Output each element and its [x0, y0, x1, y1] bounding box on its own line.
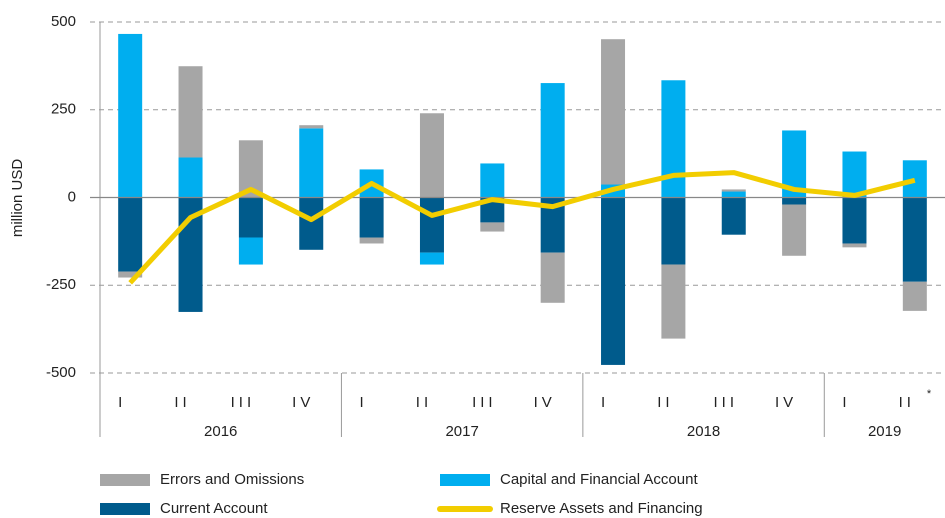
bar-segment	[178, 157, 203, 198]
x-tick-label: I	[601, 394, 609, 411]
bar-segment	[118, 271, 143, 278]
bar-segment	[540, 83, 565, 198]
legend-swatch	[440, 474, 490, 486]
bar-segment	[359, 197, 384, 238]
x-tick-label: IV	[534, 394, 556, 411]
x-tick-label: I	[360, 394, 368, 411]
legend-label: Capital and Financial Account	[500, 471, 698, 488]
x-tick-label: II	[899, 394, 915, 411]
year-label: 2016	[204, 423, 237, 440]
annotation: *	[927, 388, 932, 400]
bar-segment	[178, 66, 203, 158]
x-tick-label: III	[231, 394, 256, 411]
bar-segment	[902, 281, 927, 311]
bar-segment	[661, 197, 686, 265]
x-tick-label: IV	[292, 394, 314, 411]
bar-segment	[419, 113, 444, 198]
x-tick-label: I	[118, 394, 126, 411]
bar-segment	[902, 160, 927, 198]
bar-segment	[842, 151, 867, 198]
y-tick-label: 250	[51, 101, 76, 118]
legend-label: Reserve Assets and Financing	[500, 500, 703, 517]
bar-segment	[782, 197, 807, 205]
y-tick-label: 0	[68, 188, 76, 205]
x-tick-label: II	[416, 394, 432, 411]
bar-segment	[299, 128, 324, 198]
bar-segment	[540, 252, 565, 303]
bar-segment	[419, 197, 444, 253]
year-label: 2018	[687, 423, 720, 440]
legend-label: Current Account	[160, 500, 268, 517]
bar-segment	[661, 80, 686, 198]
bar-segment	[661, 264, 686, 339]
y-tick-label: 500	[51, 13, 76, 30]
bar-segment	[480, 222, 505, 232]
bar-segment	[480, 163, 505, 198]
bar-segment	[721, 197, 746, 235]
bar-segment	[238, 237, 263, 265]
bar-segment	[601, 197, 626, 365]
line-series	[128, 170, 916, 285]
x-tick-label: IV	[775, 394, 797, 411]
x-tick-label: III	[713, 394, 738, 411]
y-tick-label: -500	[46, 364, 76, 381]
y-tick-label: -250	[46, 276, 76, 293]
x-tick-label: III	[472, 394, 497, 411]
bar-segment	[359, 237, 384, 244]
bar-segment	[782, 204, 807, 256]
bar-segment	[721, 191, 746, 198]
x-tick-label: II	[657, 394, 673, 411]
bar-segment	[601, 39, 626, 185]
bar-segment	[721, 189, 746, 192]
x-tick-label: II	[174, 394, 190, 411]
legend-swatch	[100, 474, 150, 486]
bar-segment	[299, 197, 324, 250]
bar-segment	[419, 252, 444, 265]
bar-segment	[118, 33, 143, 198]
bar-segment	[118, 197, 143, 272]
legend-label: Errors and Omissions	[160, 471, 304, 488]
x-tick-label: I	[842, 394, 850, 411]
year-label: 2017	[445, 423, 478, 440]
year-label: 2019	[868, 423, 901, 440]
bar-segment	[842, 197, 867, 244]
bar-segment	[902, 197, 927, 282]
legend-swatch	[100, 503, 150, 515]
bar-segment	[299, 125, 324, 129]
y-axis-label: million USD	[9, 159, 26, 238]
bar-segment	[842, 243, 867, 248]
bar-segment	[238, 197, 263, 238]
